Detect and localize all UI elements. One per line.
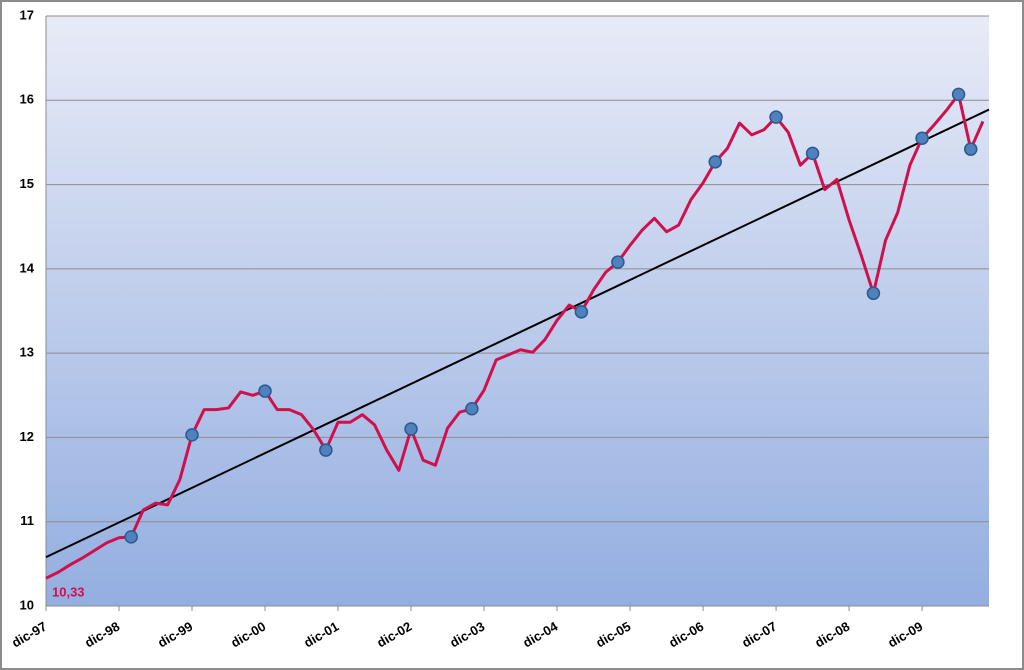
point-marker: [611, 255, 625, 269]
y-tick-label: 13: [20, 345, 34, 360]
y-tick-label: 14: [20, 260, 35, 275]
y-tick-label: 16: [20, 92, 34, 107]
point-marker: [805, 146, 820, 161]
y-tick-label: 17: [20, 7, 34, 22]
y-tick-label: 15: [20, 176, 34, 191]
data-line: [45, 92, 985, 580]
point-marker: [866, 286, 881, 301]
point-marker: [124, 530, 138, 544]
point-marker: [258, 384, 272, 398]
point-marker: [963, 142, 978, 156]
y-tick-label: 12: [20, 429, 34, 444]
point-marker: [404, 422, 418, 436]
point-marker: [769, 110, 783, 124]
y-tick-label: 10: [20, 597, 34, 612]
y-tick-label: 11: [20, 513, 34, 528]
point-marker: [185, 428, 199, 442]
point-marker: [319, 443, 333, 457]
plot-area: [46, 16, 989, 606]
point-marker: [951, 87, 966, 102]
annotation: 10,33: [52, 584, 85, 599]
point-marker: [465, 402, 479, 416]
point-marker: [915, 131, 929, 145]
point-marker: [708, 155, 722, 169]
point-marker: [574, 305, 589, 319]
